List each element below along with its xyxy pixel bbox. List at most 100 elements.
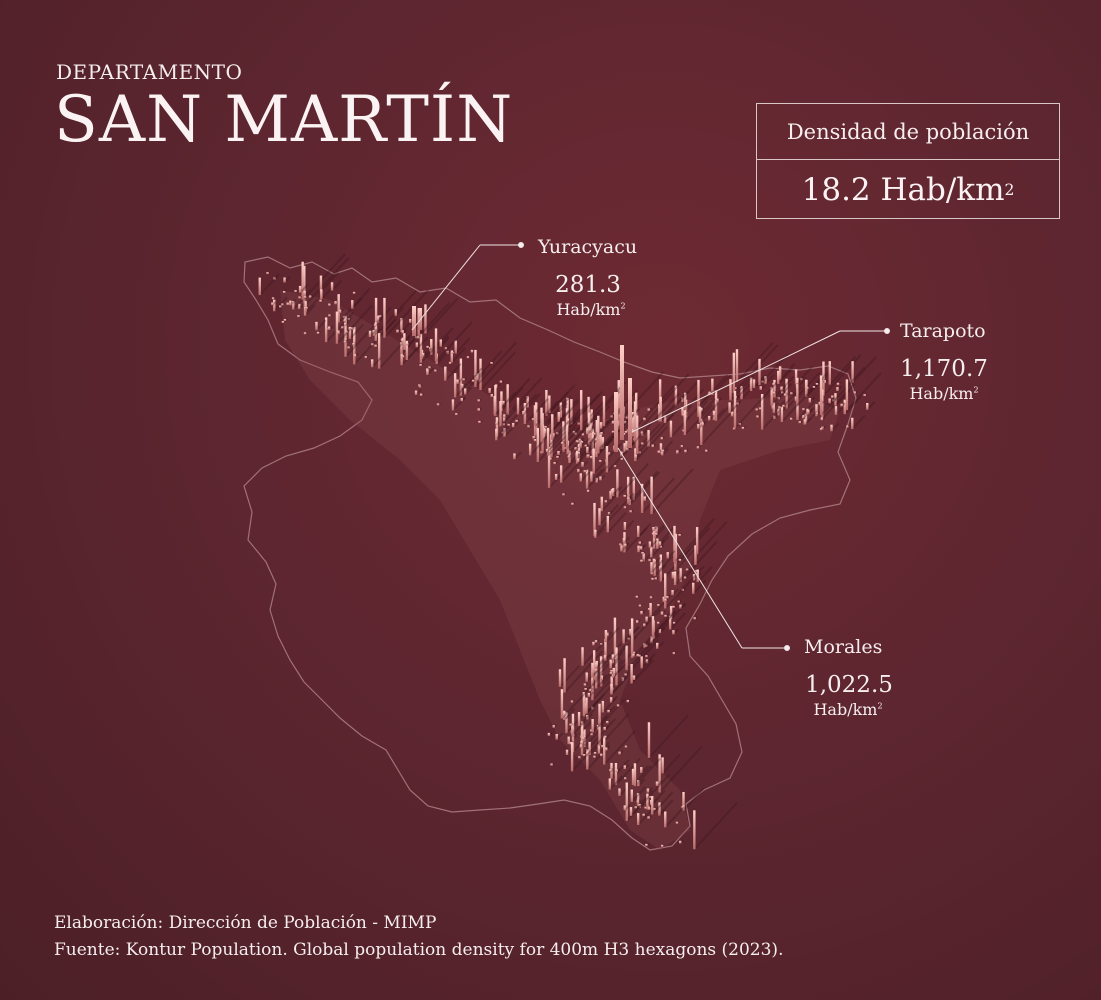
- spike-shadow: [626, 774, 670, 822]
- density-spike: [426, 369, 429, 375]
- density-spike: [624, 543, 627, 547]
- density-spike: [598, 719, 601, 746]
- density-spike: [550, 432, 553, 458]
- density-spike: [615, 647, 618, 686]
- spike-shadow: [561, 682, 595, 720]
- density-spike: [448, 361, 452, 365]
- density-spike: [461, 383, 464, 389]
- density-spike: [462, 378, 465, 381]
- spike-shadow: [591, 663, 627, 701]
- density-spike: [617, 413, 620, 430]
- density-spike: [591, 670, 594, 701]
- density-spike: [683, 576, 687, 579]
- density-spike: [623, 765, 627, 770]
- spike-shadow: [682, 787, 705, 812]
- density-spike: [344, 338, 347, 341]
- density-spike: [607, 709, 610, 713]
- density-spike: [836, 387, 839, 392]
- density-spike: [609, 659, 612, 669]
- density-spike: [645, 644, 648, 647]
- spike-shadow: [460, 350, 503, 397]
- density-spike: [820, 417, 823, 421]
- density-spike: [439, 339, 442, 347]
- density-spike: [283, 318, 287, 321]
- density-spike: [374, 297, 378, 335]
- density-spike: [574, 447, 577, 450]
- density-spike: [602, 396, 606, 427]
- density-spike: [673, 571, 677, 586]
- spike-shadow: [846, 372, 882, 411]
- density-spike: [581, 647, 584, 666]
- spike-shadow: [591, 715, 609, 734]
- density-summary-box: Densidad de población 18.2 Hab/km 2: [756, 103, 1060, 219]
- density-spike: [640, 767, 643, 774]
- density-spike: [623, 805, 627, 811]
- density-spike: [845, 379, 849, 411]
- density-spike: [629, 510, 632, 513]
- spike-shadow: [820, 366, 866, 416]
- density-spike: [611, 654, 615, 664]
- density-spike: [621, 677, 625, 682]
- density-spike: [684, 449, 687, 453]
- spike-shadow: [583, 686, 612, 718]
- density-spike: [552, 725, 555, 728]
- spike-shadow: [602, 697, 617, 714]
- spike-shadow: [851, 414, 866, 430]
- spike-shadow: [796, 400, 816, 421]
- leader-dot-yuracyacu: [518, 242, 524, 248]
- callout-value: 1,022.5: [805, 672, 893, 698]
- density-spike: [782, 404, 785, 407]
- density-spike: [658, 541, 662, 546]
- callout-unit-text: Hab/km: [909, 384, 974, 403]
- density-spike: [674, 385, 678, 406]
- density-spike: [660, 437, 664, 440]
- density-spike: [677, 600, 680, 603]
- density-spike: [613, 617, 617, 660]
- spike-shadow: [679, 564, 697, 583]
- density-spike: [632, 653, 635, 657]
- density-spike: [590, 409, 593, 426]
- density-spike: [734, 387, 737, 390]
- density-spike: [672, 621, 676, 624]
- density-spike: [643, 417, 646, 421]
- density-spike: [368, 330, 372, 337]
- density-spike: [772, 402, 776, 413]
- density-spike: [758, 407, 762, 410]
- density-spike: [415, 336, 418, 339]
- callout-unit-sup: 2: [620, 301, 626, 311]
- credits-source: Fuente: Kontur Population. Global popula…: [54, 940, 784, 960]
- spike-shadow: [615, 639, 660, 687]
- density-spike: [732, 427, 736, 430]
- density-spike: [828, 361, 831, 385]
- spike-shadow: [543, 424, 559, 441]
- density-spike: [778, 406, 781, 409]
- spike-shadow: [692, 579, 707, 595]
- spike-shadow: [613, 665, 624, 678]
- density-spike: [638, 451, 641, 454]
- density-spike: [583, 736, 586, 739]
- density-spike: [735, 349, 739, 383]
- density-spike: [471, 379, 475, 382]
- density-spike: [626, 699, 630, 703]
- density-spike: [654, 577, 657, 580]
- density-peak: [614, 392, 618, 452]
- density-spike: [556, 432, 559, 435]
- spike-shadow: [694, 540, 718, 566]
- density-spike: [764, 376, 767, 384]
- density-spike: [694, 545, 697, 565]
- density-spike: [627, 497, 630, 500]
- spike-shadow: [779, 362, 796, 381]
- density-spike: [417, 336, 420, 339]
- density-spike: [586, 489, 590, 493]
- density-spike: [434, 369, 437, 372]
- density-spike: [622, 538, 626, 544]
- spike-shadow: [649, 599, 668, 618]
- density-spike: [672, 605, 675, 608]
- density-spike: [641, 552, 644, 555]
- density-spike: [406, 343, 409, 346]
- density-spike: [474, 373, 477, 376]
- density-spike: [647, 722, 651, 758]
- spike-shadow: [320, 286, 334, 301]
- density-spike: [648, 559, 651, 562]
- density-spike: [840, 403, 843, 407]
